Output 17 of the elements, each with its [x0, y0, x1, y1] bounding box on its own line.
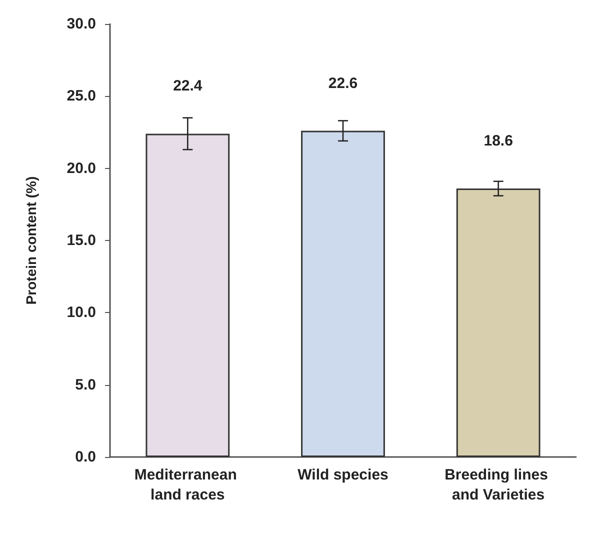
- bar: [301, 130, 385, 457]
- data-label: 22.4: [173, 78, 203, 95]
- y-tick-label: 5.0: [75, 376, 96, 394]
- y-tick-label: 0.0: [75, 448, 96, 466]
- y-tick-label: 15.0: [66, 232, 96, 249]
- y-tick-label: 10.0: [66, 304, 96, 322]
- data-label: 18.6: [484, 132, 513, 150]
- y-axis-title: Protein content (%): [23, 176, 39, 305]
- x-tick-label: Mediterranean land races: [134, 466, 242, 504]
- y-tick-label: 25.0: [66, 88, 96, 105]
- bar: [456, 188, 540, 457]
- data-label: 22.6: [328, 74, 358, 92]
- y-tick-label: 30.0: [66, 16, 96, 32]
- x-tick-label: Wild species: [298, 466, 388, 484]
- y-tick-label: 20.0: [66, 160, 96, 177]
- bar: [146, 134, 230, 457]
- x-tick-label: Breeding lines and Varieties: [444, 466, 552, 504]
